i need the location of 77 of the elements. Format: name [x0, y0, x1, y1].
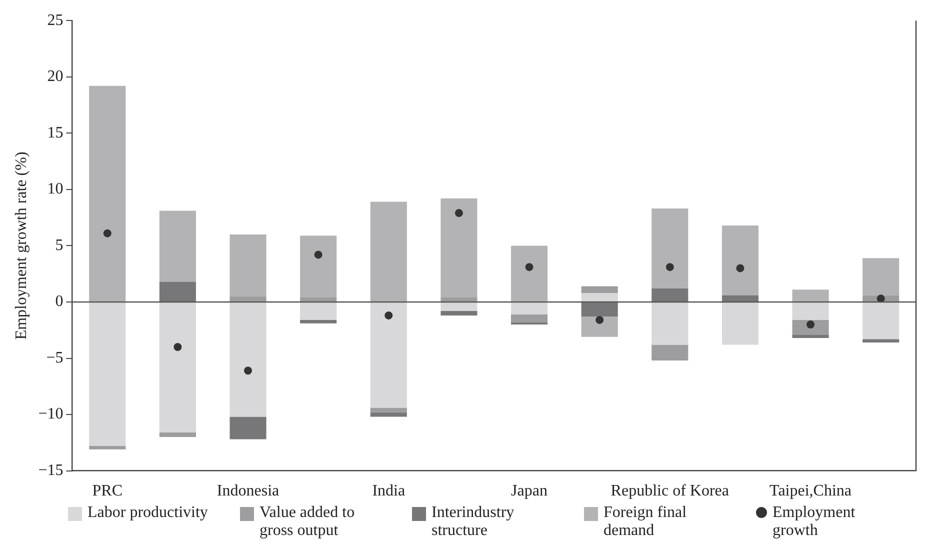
bar — [89, 86, 126, 302]
point — [244, 366, 252, 375]
bar — [159, 210, 196, 282]
x-tick-label: Taipei,China — [770, 482, 852, 500]
bar — [370, 302, 407, 408]
y-tick-label: 10 — [47, 180, 64, 198]
point — [314, 250, 322, 259]
point — [384, 311, 393, 320]
bar — [792, 320, 829, 335]
legend-label: Foreign final demand — [604, 504, 688, 540]
bar — [159, 302, 196, 433]
y-tick-label: 5 — [55, 236, 64, 254]
bar — [510, 246, 548, 302]
bar — [440, 302, 478, 311]
bar — [230, 234, 266, 296]
point — [103, 229, 112, 238]
legend-label: Employment growth — [772, 504, 856, 540]
point — [596, 316, 604, 324]
y-tick-label: −15 — [38, 462, 64, 480]
bar — [862, 302, 900, 340]
bar — [89, 302, 126, 446]
bar — [652, 208, 688, 288]
bar — [510, 302, 548, 314]
bar — [722, 302, 758, 345]
bar — [370, 408, 407, 412]
bar — [792, 334, 829, 338]
point — [174, 342, 182, 351]
bar — [792, 302, 829, 320]
x-tick-label: Republic of Korea — [610, 482, 729, 500]
bar — [652, 288, 688, 302]
bar — [230, 296, 266, 302]
bar — [440, 198, 478, 298]
x-tick-label: India — [372, 482, 406, 500]
bar — [581, 302, 618, 317]
legend-label: Labor productivity — [88, 504, 209, 522]
point — [806, 320, 815, 328]
bar — [230, 416, 266, 440]
bar — [722, 295, 758, 302]
bar — [230, 302, 266, 417]
legend-label: Value added to gross output — [260, 504, 356, 540]
x-tick-label: PRC — [92, 482, 123, 500]
bar — [300, 302, 337, 320]
bar — [300, 297, 337, 302]
bar — [300, 236, 337, 298]
bar — [510, 314, 548, 322]
bar — [440, 297, 478, 302]
bar — [652, 302, 688, 345]
y-tick-label: 15 — [47, 124, 64, 142]
x-tick-label: Indonesia — [216, 482, 280, 500]
point — [876, 294, 885, 303]
bar — [159, 282, 196, 302]
y-axis-title: Employment growth rate (%) — [12, 152, 30, 340]
y-tick-label: 0 — [55, 293, 64, 310]
bar — [652, 344, 688, 360]
bar — [581, 316, 618, 337]
bar — [89, 446, 126, 450]
bar — [300, 320, 337, 324]
point — [736, 264, 744, 272]
legend-label: Interindustry structure — [432, 504, 516, 540]
bar — [581, 292, 618, 302]
x-tick-label: Japan — [511, 482, 548, 500]
bar — [440, 310, 478, 316]
y-tick-label: −5 — [46, 349, 64, 366]
bar — [370, 412, 407, 417]
bar — [722, 225, 758, 296]
y-tick-label: 25 — [47, 12, 64, 29]
bar — [370, 202, 407, 302]
y-tick-label: −10 — [38, 406, 64, 423]
bar — [581, 286, 618, 293]
y-tick-label: 20 — [47, 68, 64, 86]
point — [525, 263, 534, 272]
point — [454, 209, 463, 218]
bar — [862, 339, 900, 342]
bar — [792, 290, 829, 302]
point — [666, 263, 674, 272]
bar — [159, 432, 196, 438]
bar — [862, 258, 900, 296]
